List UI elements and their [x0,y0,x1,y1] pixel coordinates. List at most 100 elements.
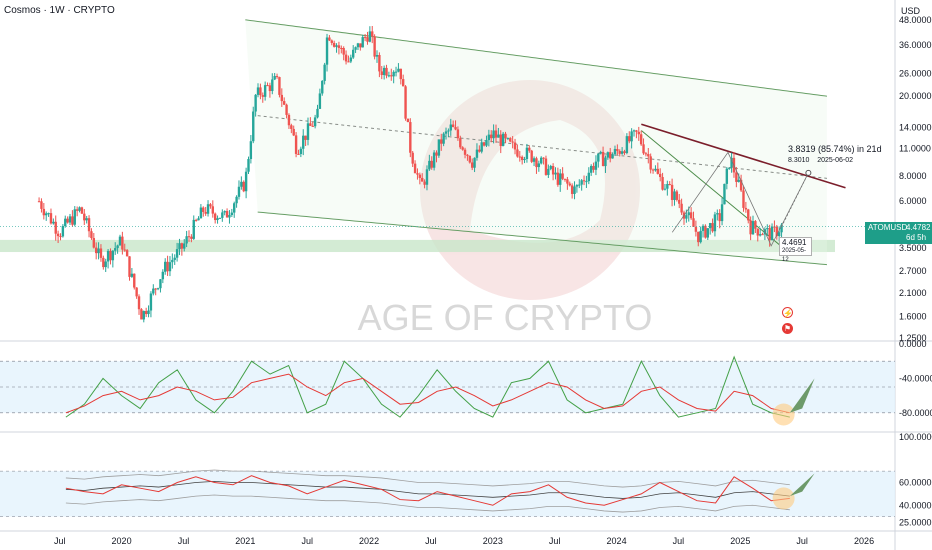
price-tick-label: 20.0000 [899,91,932,101]
candle-body [775,226,779,237]
candle-body [616,148,619,152]
time-tick-label: 2024 [607,536,627,546]
candle-body [442,133,445,144]
candle-body [587,172,591,182]
price-tick-label: 2.7000 [899,266,927,276]
candle-body [371,31,374,37]
osc-slow-line [65,373,790,414]
candle-body [592,165,595,170]
candle-body [142,311,145,320]
candle-body [121,236,124,250]
candle-body [689,212,693,219]
candle-body [742,190,745,208]
candle-body [744,207,748,210]
candle-body [190,236,193,239]
time-tick-label: Jul [796,536,808,546]
candle-body [501,133,505,146]
candle-body [378,55,381,72]
candle-body [447,130,450,132]
candle-body [85,218,88,221]
candle-body [290,125,293,129]
candle-body [654,168,657,171]
candle-body [630,131,633,142]
candle-body [373,36,376,57]
candle-body [730,157,733,168]
candle-body [568,183,571,186]
projection-price: 8.3010 [788,157,810,164]
candle-body [385,67,388,76]
osc-fast-line [65,355,790,418]
candle-body [278,77,281,95]
resistance-line [641,123,846,189]
osc-tick-label: 0.0000 [899,339,927,349]
candle-body [723,183,726,205]
candle-body [637,131,640,135]
candle-body [144,311,148,315]
candle-body [777,232,781,237]
candle-body [94,247,98,254]
candle-body [404,86,407,119]
candle-body [45,213,48,216]
candle-body [751,221,755,235]
candle-body [580,180,583,185]
flag-icon[interactable]: ⚑ [782,323,793,334]
candle-body [285,104,288,115]
candle-body [213,213,217,221]
candle-body [780,224,783,233]
candle-body [304,135,307,140]
lightning-icon[interactable]: ⚡ [782,307,793,318]
candle-body [397,68,400,72]
candle-body [635,130,638,132]
candle-body [356,43,360,48]
candle-body [470,162,474,168]
candle-body [697,231,700,243]
candle-body [240,181,243,187]
candle-body [321,80,324,94]
candle-body [540,157,543,164]
candle-body [437,139,441,156]
candle-body [313,117,317,127]
candle-body [449,124,452,131]
candle-body [461,147,464,150]
candle-body [323,64,326,81]
candle-body [66,218,69,223]
candle-body [454,127,457,130]
candle-body [354,47,357,50]
price-tag: ATOMUSD 4.4782 6d 5h [865,222,932,244]
axes: 48.0000 36.0000 26.0000 20.0000 14.0000 11.00… [54,6,932,546]
candle-body [216,218,219,221]
candle-body [466,154,469,156]
candle-body [497,134,500,138]
candle-body [368,31,372,42]
candle-body [463,149,467,155]
candle-body [754,221,757,229]
candle-body [573,186,576,194]
candle-body [644,153,648,155]
candle-body [518,156,521,158]
projection-target [805,169,812,176]
candle-body [525,147,529,160]
candle-body [114,248,117,251]
candle-body [485,140,488,146]
candle-body [506,138,510,140]
candle-body [54,221,57,234]
candle-body [713,214,717,232]
candle-body [666,184,669,189]
candle-body [259,87,262,96]
candle-body [152,288,155,294]
candle-body [735,172,738,182]
candle-body [309,123,312,126]
low-date: 2025-05-12 [782,248,807,263]
candle-body [287,114,291,126]
candle-body [204,211,207,214]
candle-body [247,159,250,172]
candle-body [61,226,65,237]
currency-label: USD [901,6,921,16]
candle-body [99,248,103,258]
candle-body [116,245,119,249]
candle-body [582,180,586,182]
osc-highlight [772,403,795,426]
rsi-panel [0,469,895,517]
candle-body [406,118,410,123]
candle-body [594,161,598,170]
